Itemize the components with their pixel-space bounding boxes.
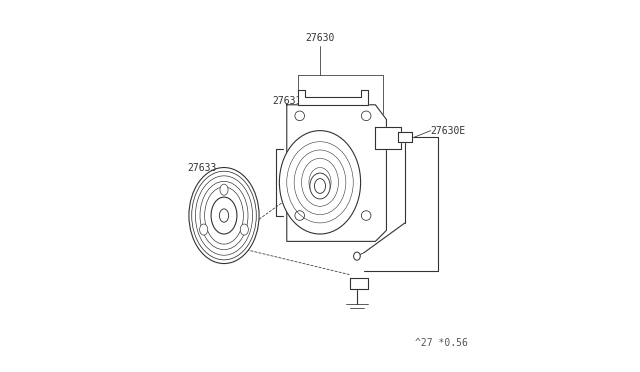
Text: 27630: 27630 [305,33,335,43]
Ellipse shape [280,131,360,234]
Circle shape [295,211,305,220]
Circle shape [295,111,305,121]
Ellipse shape [353,252,360,260]
Ellipse shape [192,171,256,260]
Ellipse shape [211,197,237,234]
Text: 27631: 27631 [272,96,301,106]
Circle shape [362,111,371,121]
Circle shape [362,211,371,220]
Ellipse shape [189,167,259,263]
Polygon shape [397,132,412,142]
Ellipse shape [314,179,326,193]
Polygon shape [298,90,368,105]
Ellipse shape [220,209,228,222]
Ellipse shape [200,224,208,235]
Text: 27633: 27633 [187,163,216,173]
Ellipse shape [205,187,243,244]
Text: ^27 *0.56: ^27 *0.56 [415,339,468,349]
Polygon shape [287,105,387,241]
Polygon shape [376,127,401,149]
Text: 27630E: 27630E [431,126,466,136]
Ellipse shape [220,184,228,195]
Ellipse shape [195,176,253,255]
Polygon shape [349,278,368,289]
Ellipse shape [200,182,248,250]
Ellipse shape [240,224,248,235]
Ellipse shape [310,173,330,199]
